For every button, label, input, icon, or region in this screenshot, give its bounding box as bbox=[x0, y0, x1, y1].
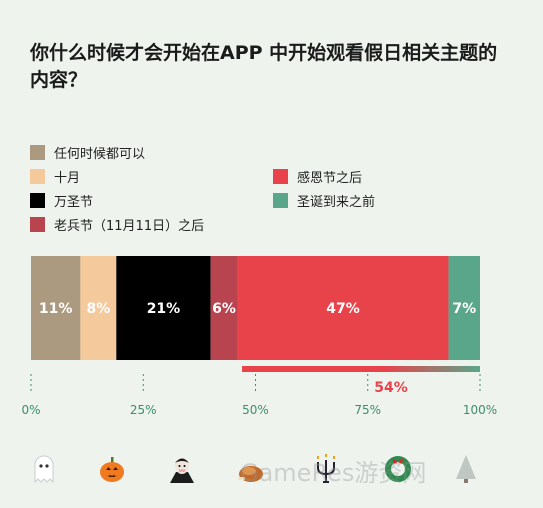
legend-item-veterans: 老兵节（11月11日）之后 bbox=[30, 215, 205, 234]
legend-label-christmas: 圣诞到来之前 bbox=[297, 194, 376, 210]
tick-label-4: 100% bbox=[463, 403, 497, 417]
bar-segment-2 bbox=[116, 256, 211, 360]
legend-label-thanksgiving: 感恩节之后 bbox=[297, 170, 363, 186]
turkey-icon bbox=[238, 466, 263, 482]
bar-segment-0 bbox=[31, 256, 81, 360]
legend-swatch-halloween bbox=[30, 192, 45, 208]
tree-icon bbox=[456, 455, 476, 483]
legend-label-halloween: 万圣节 bbox=[54, 194, 94, 210]
legend-swatch-anytime bbox=[30, 144, 45, 160]
pumpkin-icon bbox=[100, 457, 124, 482]
wreath-icon bbox=[385, 456, 411, 482]
bar-segment-4 bbox=[237, 256, 449, 360]
legend-item-halloween: 万圣节 bbox=[30, 191, 94, 210]
tick-label-3: 75% bbox=[354, 403, 381, 417]
bar-segment-5 bbox=[448, 256, 480, 360]
stacked-bar-chart: 11% 8% 21% 6% 47% 7% 54% 0% 25% 50% 75% 100% bbox=[21, 256, 497, 417]
bar-segment-label-0: 11% bbox=[39, 301, 73, 317]
callout-bar bbox=[242, 366, 480, 372]
callout-label: 54% bbox=[374, 380, 408, 396]
bar-segment-label-5: 7% bbox=[452, 301, 476, 317]
watermark: GameRes游资网 bbox=[240, 459, 427, 487]
legend-item-october: 十月 bbox=[30, 167, 81, 186]
legend-item-christmas: 圣诞到来之前 bbox=[273, 191, 376, 210]
chart-title: 你什么时候才会开始在APP 中开始观看假日相关主题的内容？ bbox=[30, 42, 498, 91]
bar-segment-1 bbox=[80, 256, 117, 360]
legend-label-anytime: 任何时候都可以 bbox=[54, 146, 146, 162]
legend-swatch-thanksgiving bbox=[273, 168, 288, 184]
tick-label-0: 0% bbox=[21, 403, 40, 417]
bar-segment-label-4: 47% bbox=[326, 301, 360, 317]
tick-label-1: 25% bbox=[130, 403, 157, 417]
legend-item-thanksgiving: 感恩节之后 bbox=[273, 167, 363, 186]
legend-swatch-veterans bbox=[30, 216, 45, 232]
legend-item-anytime: 任何时候都可以 bbox=[30, 143, 146, 162]
tick-label-2: 50% bbox=[242, 403, 269, 417]
legend-swatch-october bbox=[30, 168, 45, 184]
legend-label-veterans: 老兵节（11月11日）之后 bbox=[54, 218, 205, 234]
legend-label-october: 十月 bbox=[54, 170, 81, 186]
legend-swatch-christmas bbox=[273, 192, 288, 208]
ghost-icon bbox=[34, 455, 54, 484]
bar-segment-label-2: 21% bbox=[147, 301, 181, 317]
bar-segment-label-1: 8% bbox=[86, 301, 110, 317]
vampire-icon bbox=[170, 458, 194, 483]
bar-segment-3 bbox=[210, 256, 238, 360]
candelabra-icon bbox=[317, 454, 335, 483]
bar-segment-label-3: 6% bbox=[212, 301, 236, 317]
